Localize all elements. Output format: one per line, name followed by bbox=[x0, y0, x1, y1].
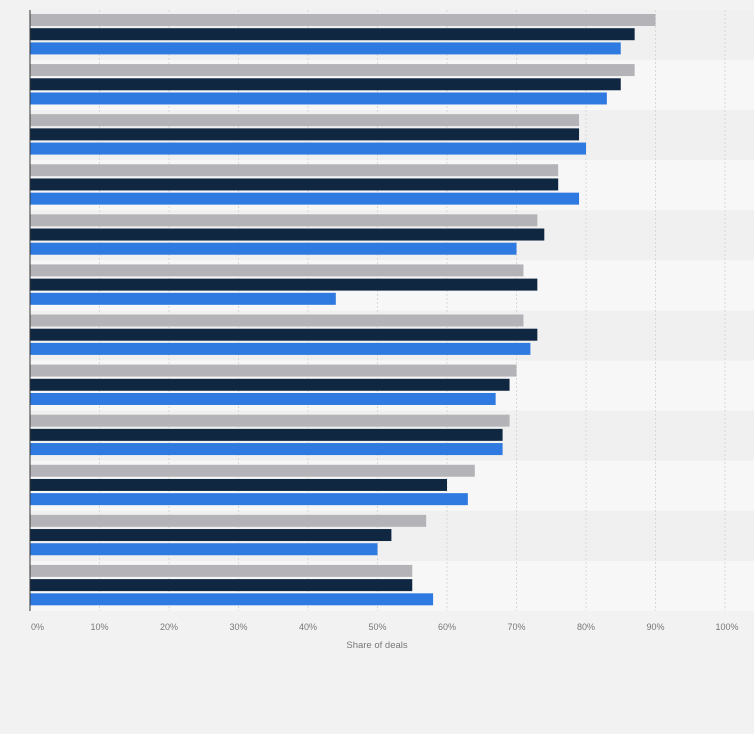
bar-2-row-7 bbox=[30, 328, 538, 341]
bar-3-row-7 bbox=[30, 342, 531, 355]
x-tick-label: 100% bbox=[715, 622, 738, 632]
bar-3-row-10 bbox=[30, 493, 468, 506]
bar-1-row-12 bbox=[30, 564, 413, 577]
x-tick-labels: 0% 10% 20% 30% 40% 50% 60% 70% 80% 90% 100% bbox=[31, 622, 739, 632]
bar-3-row-2 bbox=[30, 92, 607, 105]
bar-3-row-11 bbox=[30, 543, 378, 556]
bar-2-row-6 bbox=[30, 278, 538, 291]
bar-1-row-8 bbox=[30, 364, 517, 377]
x-tick-label: 20% bbox=[160, 622, 178, 632]
bar-2-row-12 bbox=[30, 579, 413, 592]
bar-1-row-4 bbox=[30, 164, 559, 177]
gridlines bbox=[99, 10, 726, 611]
bar-3-row-8 bbox=[30, 392, 496, 405]
bar-2-row-9 bbox=[30, 428, 503, 441]
bar-1-row-3 bbox=[30, 114, 580, 127]
x-tick-label: 60% bbox=[438, 622, 456, 632]
bar-3-row-12 bbox=[30, 593, 434, 606]
bar-2-row-2 bbox=[30, 78, 621, 91]
bar-3-row-5 bbox=[30, 242, 517, 255]
x-tick-label: 70% bbox=[507, 622, 525, 632]
bars-group bbox=[30, 14, 656, 606]
bar-3-row-6 bbox=[30, 292, 336, 305]
bar-1-row-11 bbox=[30, 514, 427, 527]
x-axis-label: Share of deals bbox=[346, 640, 408, 651]
bar-3-row-4 bbox=[30, 192, 580, 205]
bar-1-row-7 bbox=[30, 314, 524, 327]
bar-2-row-1 bbox=[30, 28, 635, 41]
bar-3-row-3 bbox=[30, 142, 586, 155]
bar-3-row-1 bbox=[30, 42, 621, 55]
x-tick-label: 90% bbox=[646, 622, 664, 632]
bar-2-row-4 bbox=[30, 178, 559, 191]
bar-3-row-9 bbox=[30, 443, 503, 456]
bar-1-row-2 bbox=[30, 64, 635, 77]
bar-1-row-5 bbox=[30, 214, 538, 227]
bar-2-row-8 bbox=[30, 378, 510, 391]
bar-1-row-9 bbox=[30, 414, 510, 427]
x-tick-label: 40% bbox=[299, 622, 317, 632]
bar-1-row-10 bbox=[30, 464, 475, 477]
bar-2-row-5 bbox=[30, 228, 545, 241]
x-tick-label: 30% bbox=[229, 622, 247, 632]
bar-2-row-10 bbox=[30, 478, 447, 491]
x-tick-label: 10% bbox=[90, 622, 108, 632]
x-tick-label: 0% bbox=[31, 622, 44, 632]
bar-1-row-1 bbox=[30, 14, 656, 26]
x-tick-label: 80% bbox=[577, 622, 595, 632]
x-tick-label: 50% bbox=[368, 622, 386, 632]
bar-2-row-11 bbox=[30, 529, 392, 542]
bar-1-row-6 bbox=[30, 264, 524, 277]
bar-2-row-3 bbox=[30, 128, 580, 141]
